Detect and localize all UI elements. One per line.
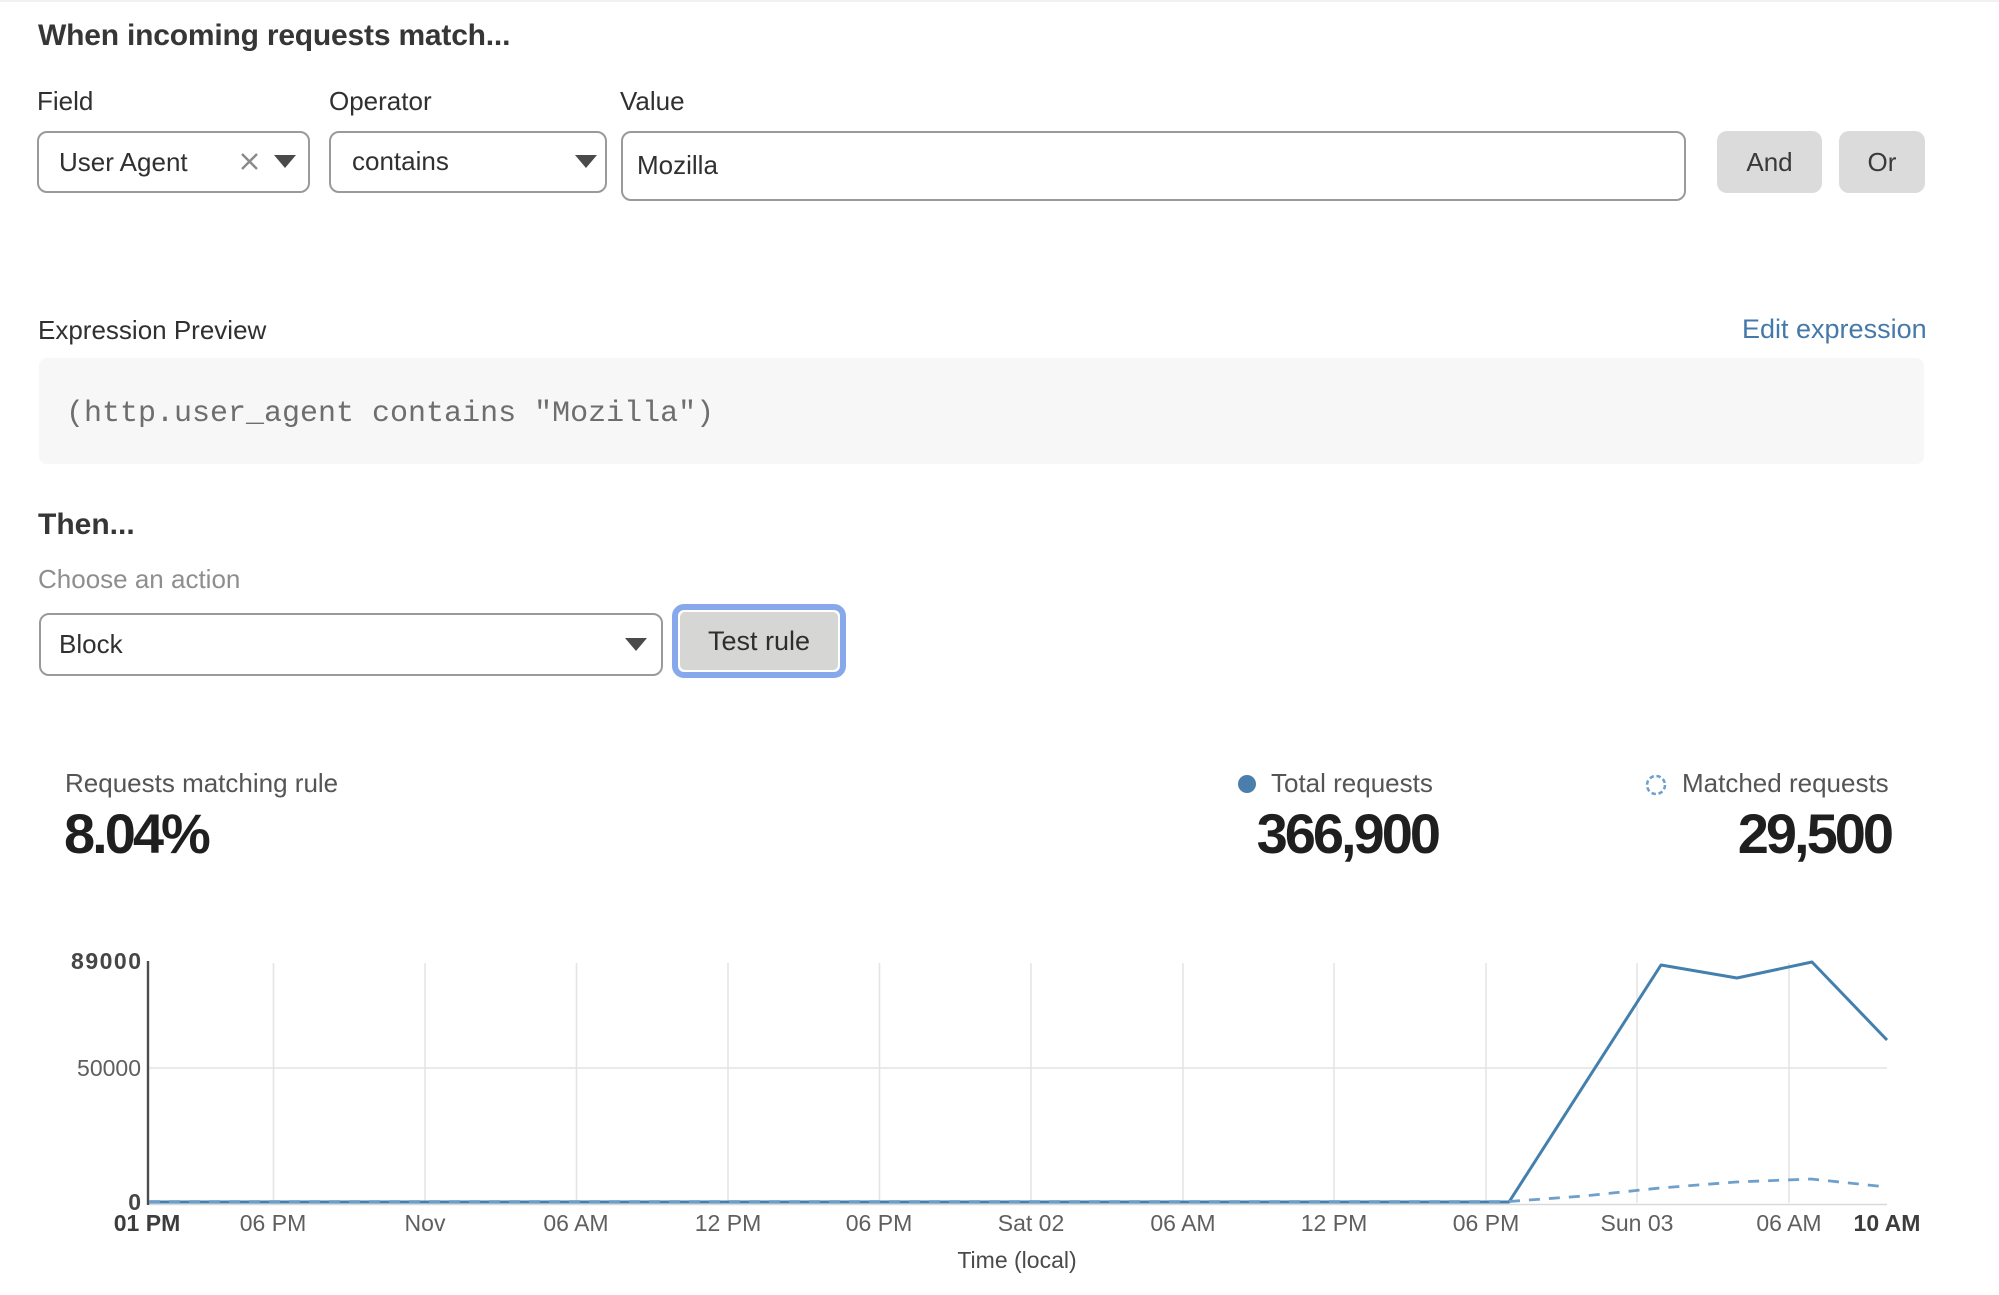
svg-text:10 AM: 10 AM (1854, 1210, 1921, 1236)
svg-text:89000: 89000 (71, 948, 142, 974)
svg-text:06 PM: 06 PM (846, 1210, 912, 1236)
svg-text:06 AM: 06 AM (1150, 1210, 1215, 1236)
svg-text:Time (local): Time (local) (957, 1247, 1076, 1273)
svg-text:06 AM: 06 AM (543, 1210, 608, 1236)
svg-text:01 PM: 01 PM (114, 1210, 180, 1236)
svg-text:06 PM: 06 PM (1453, 1210, 1519, 1236)
svg-text:50000: 50000 (77, 1055, 141, 1081)
svg-text:12 PM: 12 PM (1301, 1210, 1367, 1236)
svg-text:12 PM: 12 PM (695, 1210, 761, 1236)
svg-text:06 PM: 06 PM (240, 1210, 306, 1236)
svg-text:Sun 03: Sun 03 (1601, 1210, 1674, 1236)
svg-text:Sat 02: Sat 02 (998, 1210, 1065, 1236)
svg-text:0: 0 (128, 1189, 141, 1215)
svg-text:Nov: Nov (405, 1210, 446, 1236)
svg-text:06 AM: 06 AM (1756, 1210, 1821, 1236)
